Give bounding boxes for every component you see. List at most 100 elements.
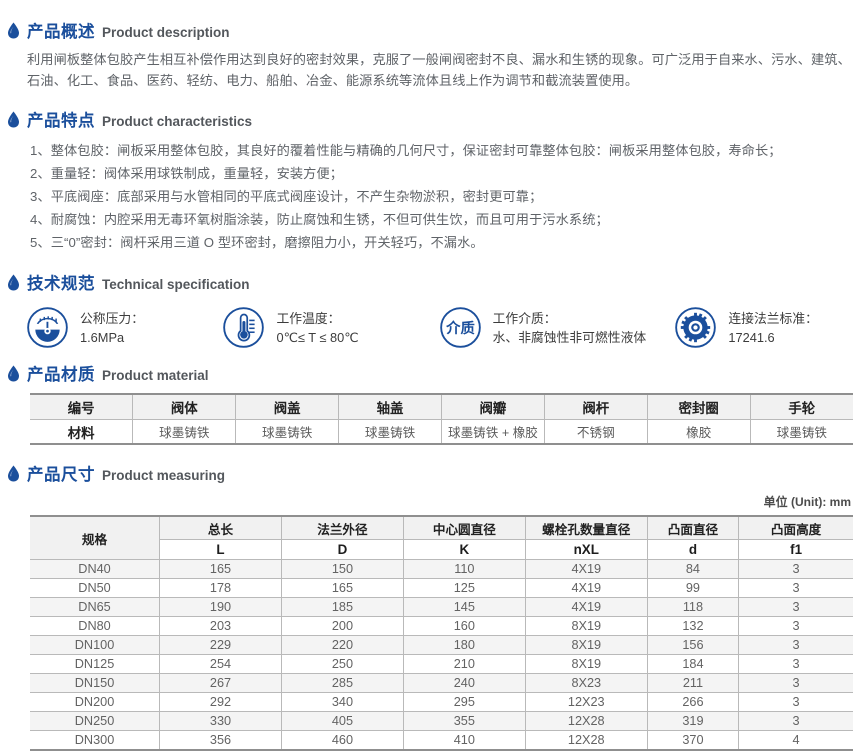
spec-text-working-temperature: 工作温度： 0℃≤ T ≤ 80℃	[276, 309, 358, 347]
table-cell: 211	[646, 673, 740, 693]
table-header-cell: L	[159, 539, 282, 560]
table-header-cell: 阀瓣	[441, 393, 545, 420]
table-cell: 370	[646, 730, 740, 751]
table-cell: 材料	[30, 419, 134, 445]
table-row: DN65 190 185 145 4X19 118 3	[30, 597, 853, 617]
table-cell: 118	[646, 597, 740, 617]
table-row: 材料 球墨铸铁 球墨铸铁 球墨铸铁 球墨铸铁 + 橡胶 不锈钢 橡胶 球墨铸铁	[30, 419, 853, 445]
table-cell: 356	[159, 730, 282, 751]
table-cell: 250	[280, 654, 404, 674]
measuring-table: 规格 总长 法兰外径 中心圆直径 螺栓孔数量直径 凸面直径 凸面高度 L D K…	[30, 515, 853, 751]
table-row-header-cn: 规格 总长 法兰外径 中心圆直径 螺栓孔数量直径 凸面直径 凸面高度	[30, 515, 853, 560]
list-item: 3、平底阀座：底部采用与水管相同的平底式阀座设计，不产生杂物淤积，密封更可靠；	[30, 189, 543, 204]
list-item: 2、重量轻：阀体采用球铁制成，重量轻，安装方便；	[30, 166, 344, 181]
section-title-cn: 产品特点	[27, 111, 95, 130]
table-cell: DN40	[30, 559, 161, 579]
spec-value: 1.6MPa	[80, 329, 125, 345]
section-title-en: Technical specification	[102, 276, 250, 292]
table-cell: 4	[738, 730, 853, 751]
table-cell: 160	[402, 616, 526, 636]
table-row: DN200 292 340 295 12X23 266 3	[30, 692, 853, 712]
section-title-cn: 产品概述	[27, 22, 95, 41]
section-header-technical: 技术规范 Technical specification	[0, 274, 861, 292]
table-cell: 185	[280, 597, 404, 617]
technical-spec-row: 公称压力： 1.6MPa 工作温度： 0℃≤ T ≤ 80℃	[0, 306, 861, 349]
table-cell: 184	[646, 654, 740, 674]
table-row: DN80 203 200 160 8X19 132 3	[30, 616, 853, 636]
table-cell: 220	[280, 635, 404, 655]
table-cell: DN65	[30, 597, 161, 617]
table-cell: 285	[280, 673, 404, 693]
table-header-cell: 总长	[159, 515, 282, 540]
table-cell: 球墨铸铁	[338, 419, 442, 445]
table-cell: 150	[280, 559, 404, 579]
table-header-cell: 手轮	[749, 393, 853, 420]
table-cell: 3	[738, 616, 853, 636]
table-row: DN100 229 220 180 8X19 156 3	[30, 635, 853, 655]
table-cell: 球墨铸铁	[132, 419, 237, 445]
section-title-cn: 产品尺寸	[27, 465, 95, 484]
list-item: 1、整体包胶：闸板采用整体包胶，其良好的覆着性能与精确的几何尺寸，保证密封可靠整…	[30, 143, 782, 158]
spec-value: 17241.6	[728, 329, 775, 345]
section-header-characteristics: 产品特点 Product characteristics	[0, 111, 861, 130]
table-cell: DN80	[30, 616, 161, 636]
table-cell: 340	[280, 692, 404, 712]
table-row: DN300 356 460 410 12X28 370 4	[30, 730, 853, 751]
measuring-table-body: DN40 165 150 110 4X19 84 3 DN50 178 165 125 4X19 99 3…	[30, 559, 853, 751]
section-header-measuring: 产品尺寸 Product measuring	[0, 465, 861, 484]
material-table: 编号 阀体 阀盖 轴盖 阀瓣 阀杆 密封圈 手轮 材料 球墨铸铁 球墨铸铁 球墨…	[30, 393, 853, 445]
table-cell: 球墨铸铁	[749, 419, 853, 445]
table-cell: 8X19	[524, 616, 648, 636]
table-row: DN40 165 150 110 4X19 84 3	[30, 559, 853, 579]
table-cell: 110	[402, 559, 526, 579]
table-cell: 190	[159, 597, 282, 617]
table-header-cell: nXL	[524, 539, 648, 560]
table-header-cell: 阀杆	[543, 393, 648, 420]
table-cell: 156	[646, 635, 740, 655]
table-cell: 254	[159, 654, 282, 674]
table-cell: 橡胶	[646, 419, 751, 445]
water-drop-icon	[8, 465, 19, 482]
table-cell: 3	[738, 692, 853, 712]
table-header-cell: 编号	[30, 393, 134, 420]
table-cell: 410	[402, 730, 526, 751]
table-cell: 12X28	[524, 711, 648, 731]
measuring-table-wrap: 规格 总长 法兰外径 中心圆直径 螺栓孔数量直径 凸面直径 凸面高度 L D K…	[0, 515, 861, 751]
table-cell: 405	[280, 711, 404, 731]
spec-item-nominal-pressure: 公称压力： 1.6MPa	[26, 306, 222, 349]
table-cell: DN300	[30, 730, 161, 751]
table-cell: 319	[646, 711, 740, 731]
table-cell: 180	[402, 635, 526, 655]
section-title-en: Product material	[102, 367, 209, 383]
table-header-cell: K	[402, 539, 526, 560]
table-cell: 210	[402, 654, 526, 674]
table-cell: 229	[159, 635, 282, 655]
spec-label: 工作介质：	[492, 310, 557, 326]
table-cell: 4X19	[524, 578, 648, 598]
water-drop-icon	[8, 22, 19, 39]
spec-label: 公称压力：	[80, 310, 144, 326]
table-header-cell: f1	[738, 539, 853, 560]
table-cell: 292	[159, 692, 282, 712]
table-cell: 3	[738, 597, 853, 617]
table-header-cell: 密封圈	[646, 393, 751, 420]
svg-text:介质: 介质	[445, 319, 475, 337]
table-cell: 12X28	[524, 730, 648, 751]
table-cell: 203	[159, 616, 282, 636]
product-datasheet-page: 产品概述 Product description 利用闸板整体包胶产生相互补偿作…	[0, 22, 861, 751]
table-cell: DN100	[30, 635, 161, 655]
table-cell: 3	[738, 673, 853, 693]
table-cell: 295	[402, 692, 526, 712]
section-title-en: Product measuring	[102, 467, 226, 483]
spec-item-working-medium: 介质 工作介质： 水、非腐蚀性非可燃性液体	[439, 306, 675, 349]
table-cell: 132	[646, 616, 740, 636]
table-header-cell: 中心圆直径	[402, 515, 526, 540]
spec-item-working-temperature: 工作温度： 0℃≤ T ≤ 80℃	[222, 306, 438, 349]
table-header-cell: 阀体	[132, 393, 237, 420]
spec-label: 工作温度：	[276, 310, 341, 326]
table-cell: 355	[402, 711, 526, 731]
spec-item-flange-standard: 连接法兰标准： 17241.6	[674, 306, 861, 349]
table-cell: 8X19	[524, 654, 648, 674]
table-cell: 267	[159, 673, 282, 693]
spec-label: 连接法兰标准：	[728, 310, 818, 326]
